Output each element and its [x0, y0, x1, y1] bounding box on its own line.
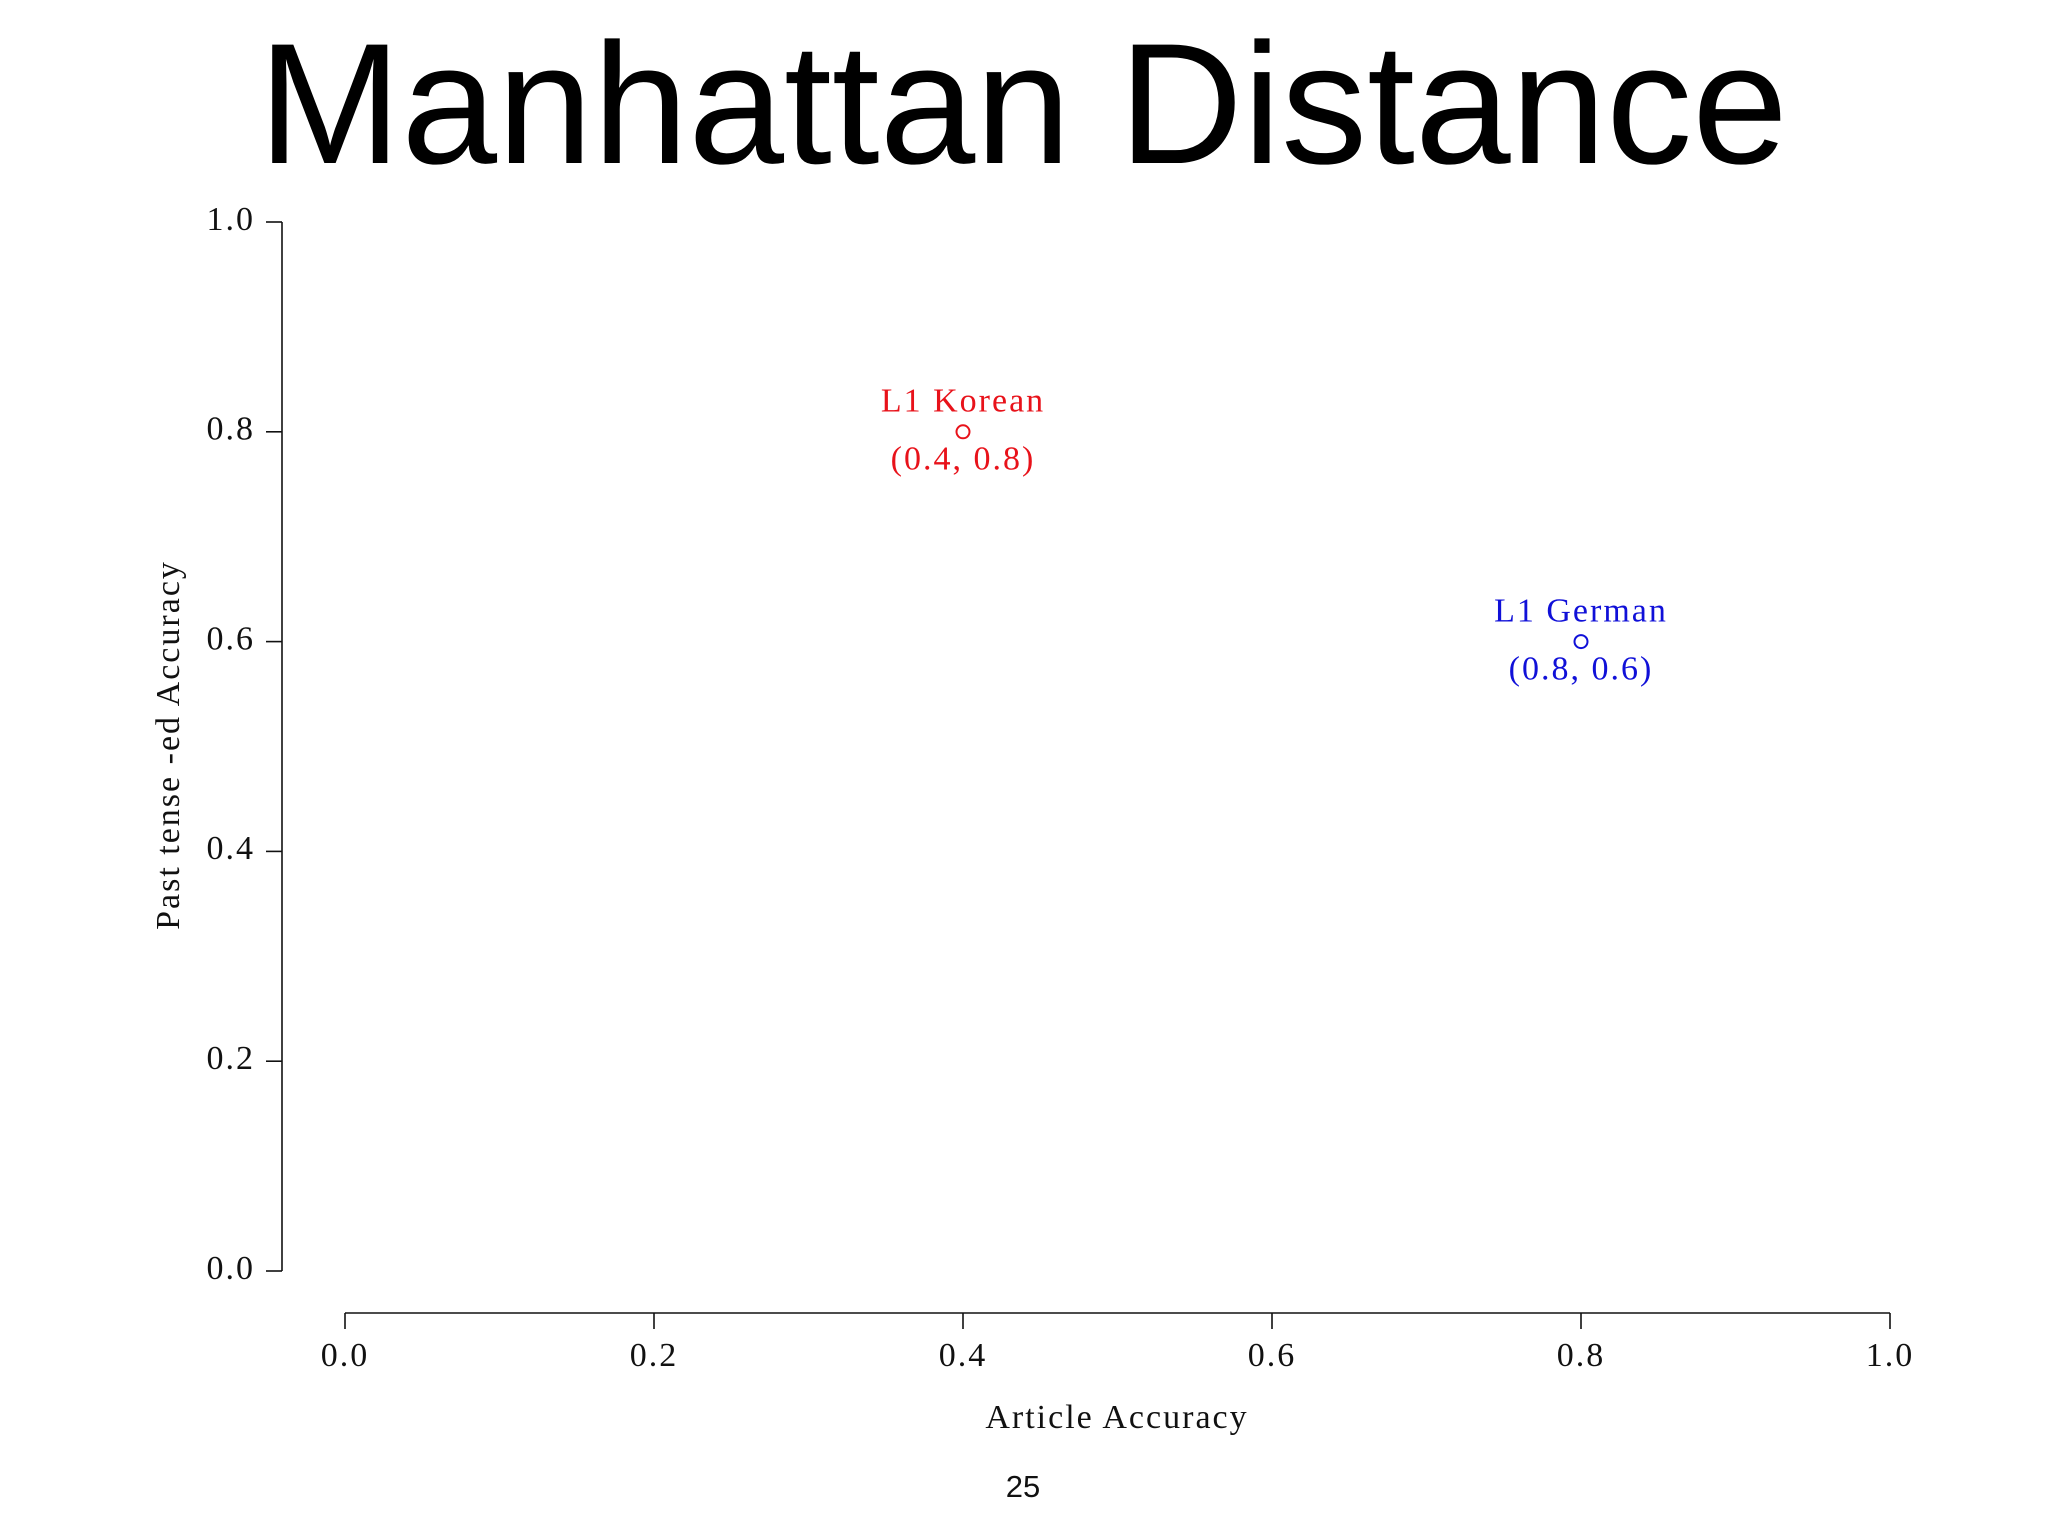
y-tick-label: 0.4 — [207, 830, 256, 867]
point — [955, 424, 971, 440]
x-tick-label: 0.2 — [630, 1337, 679, 1374]
point-value-label: (0.4, 0.8) — [891, 441, 1036, 478]
page-number: 25 — [1006, 1469, 1040, 1504]
y-tick-label: 0.0 — [207, 1250, 256, 1287]
x-tick-label: 0.6 — [1248, 1337, 1297, 1374]
y-axis-label: Past tense -ed Accuracy — [150, 560, 187, 930]
point-value-label: (0.8, 0.6) — [1509, 650, 1654, 687]
x-axis-label: Article Accuracy — [985, 1399, 1248, 1436]
x-tick-label: 0.0 — [321, 1337, 370, 1374]
point-name: L1 German — [1494, 592, 1668, 629]
y-tick-label: 0.6 — [207, 620, 256, 657]
y-tick-label: 0.8 — [207, 411, 256, 448]
x-tick-label: 0.8 — [1557, 1337, 1606, 1374]
chart-title: Manhattan Distance — [258, 8, 1788, 200]
y-tick-label: 1.0 — [207, 201, 256, 238]
x-tick-label: 0.4 — [939, 1337, 988, 1374]
point-name: L1 Korean — [881, 383, 1045, 420]
y-tick-label: 0.2 — [207, 1040, 256, 1077]
x-tick-label: 1.0 — [1866, 1337, 1915, 1374]
point — [1573, 634, 1589, 650]
